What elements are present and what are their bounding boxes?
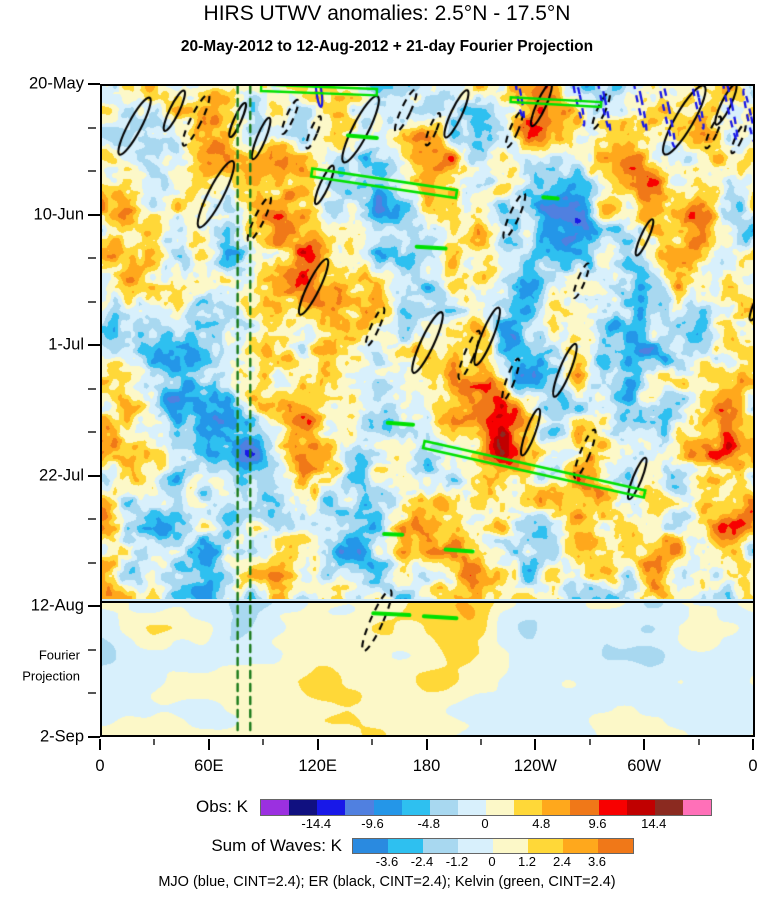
colorbar-swatch [654,800,683,815]
colorbar-swatch [598,800,627,815]
page-subtitle: 20-May-2012 to 12-Aug-2012 + 21-day Four… [180,38,594,55]
x-axis-minor-tick [262,739,265,745]
colorbar-swatch [626,800,655,815]
fourier-projection-annotation: Projection [22,668,80,684]
x-axis-major-tick [316,739,319,750]
colorbar-swatch [289,800,318,815]
colorbar-swatch [598,839,633,853]
colorbar-swatch [458,839,493,853]
x-axis-label: 0 [95,757,105,775]
y-axis-label: 22-Jul [39,466,84,485]
colorbar-tick-label: -4.8 [417,816,440,831]
colorbar-swatch [388,839,423,853]
x-axis-minor-tick [479,739,482,745]
x-axis-major-tick [534,739,537,750]
fourier-projection-annotation: Fourier [38,647,80,663]
x-axis-major-tick [752,739,754,750]
y-axis-major-tick [88,605,100,608]
colorbar-swatch [457,800,486,815]
colorbar-tick-label: -2.4 [410,854,434,869]
y-axis-label: 20-May [28,74,84,93]
y-axis-major-tick [88,736,100,738]
colorbar-tick-label: 0 [488,854,496,869]
colorbar-tick-label: 4.8 [532,816,551,831]
colorbar-swatch [373,800,402,815]
colorbar-tick-label: 14.4 [641,816,667,831]
y-axis-labels: 20-May 10-Jun 1-Jul 22-Jul 12-Aug 2-Sep Fourie… [0,0,84,899]
colorbar-swatch [528,839,563,853]
colorbar-tick-label: 1.2 [517,854,537,869]
colorbar-swatch [514,800,543,815]
colorbar-swatch [429,800,458,815]
colorbar-swatch [570,800,599,815]
colorbar-tick-label: 2.4 [552,854,572,869]
colorbar-tick-label: -9.6 [361,816,384,831]
colorbar-label: Obs: K [196,797,248,816]
colorbar-tick-label: -14.4 [301,816,332,831]
y-axis-label: 10-Jun [33,205,84,224]
y-axis-minor-tick [88,170,96,173]
colorbar-swatch [542,800,571,815]
x-axis-minor-tick [588,739,591,745]
x-axis-major-tick [425,739,428,750]
colorbar-tick-label: -3.6 [375,854,399,869]
wave-legend-caption: MJO (blue, CINT=2.4); ER (black, CINT=2.… [158,874,616,890]
page-title: HIRS UTWV anomalies: 2.5°N - 17.5°N [203,2,571,25]
colorbar-tick-label: -1.2 [445,854,469,869]
x-axis-minor-tick [153,739,156,745]
colorbar-swatch [682,800,711,815]
y-axis-major-tick [88,344,100,347]
y-axis-major-tick [88,83,100,85]
colorbar-tick-label: 0 [481,816,489,831]
y-axis-minor-tick [88,518,96,521]
colorbar-swatch [486,800,515,815]
wave-contour-overlay [102,86,753,735]
colorbar-swatch [353,839,388,853]
colorbar-swatch [261,800,290,815]
x-axis-major-tick [99,739,101,750]
x-axis-label: 120E [298,757,337,775]
y-axis-minor-tick [88,257,96,260]
colorbar-swatch [345,800,374,815]
hovmoller-plot [100,84,755,737]
colorbar-swatch [401,800,430,815]
x-axis-major-tick [207,739,210,750]
analysis-forecast-boundary [100,601,755,603]
colorbar-swatch [563,839,598,853]
y-axis-minor-tick [88,648,96,651]
y-axis-minor-tick [88,126,96,129]
y-axis-major-tick [88,213,100,216]
y-axis-label: 1-Jul [48,335,84,354]
x-axis-label: 120W [513,757,557,775]
y-axis-label: 2-Sep [39,727,84,746]
x-axis-ticks [0,739,774,753]
colorbar [352,838,634,854]
y-axis-label: 12-Aug [30,596,84,615]
y-axis-minor-tick [88,300,96,303]
colorbar-swatch [423,839,458,853]
y-axis-minor-tick [88,692,96,695]
colorbar-swatch [317,800,346,815]
y-axis-major-tick [88,474,100,477]
colorbar-swatch [493,839,528,853]
y-axis-minor-tick [88,431,96,434]
colorbar-label: Sum of Waves: K [211,836,342,855]
x-axis-label: 180 [412,757,441,775]
colorbar-tick-label: 9.6 [588,816,607,831]
colorbar [260,799,712,816]
x-axis-minor-tick [697,739,700,745]
x-axis-minor-tick [371,739,374,745]
x-axis-major-tick [643,739,646,750]
x-axis-label: 0 [748,757,758,775]
colorbar-tick-label: 3.6 [587,854,607,869]
y-axis-ticks [88,0,102,899]
x-axis-label: 60W [627,757,662,775]
y-axis-minor-tick [88,387,96,390]
y-axis-minor-tick [88,561,96,564]
x-axis-label: 60E [194,757,224,775]
